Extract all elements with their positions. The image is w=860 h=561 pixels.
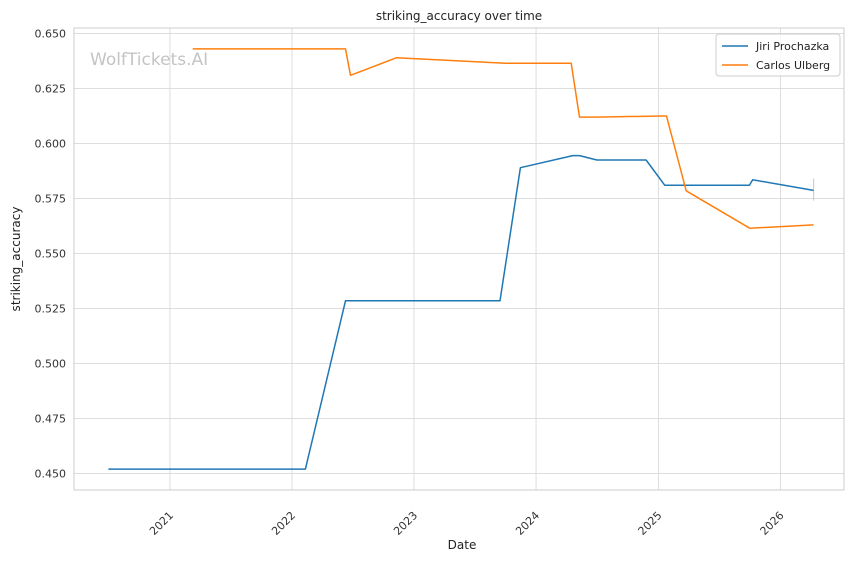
y-tick-label: 0.650: [35, 28, 67, 41]
x-axis-title: Date: [448, 538, 477, 552]
series-line-jiri-prochazka: [108, 154, 814, 470]
x-tick-label: 2021: [147, 509, 176, 538]
series-lines: [108, 48, 815, 470]
y-tick-label: 0.550: [35, 248, 67, 261]
x-tick-labels: 2021 2022 2023 2024 2025 2026: [147, 509, 787, 538]
x-tick-label: 2024: [513, 509, 542, 538]
x-tick-label: 2023: [391, 509, 420, 538]
legend: Jiri Prochazka Carlos Ulberg: [715, 33, 841, 77]
series-line-carlos-ulberg: [192, 48, 814, 229]
y-tick-label: 0.625: [35, 83, 67, 96]
legend-label-carlos-ulberg: Carlos Ulberg: [756, 59, 830, 72]
x-tick-label: 2022: [269, 509, 298, 538]
plot-frame: [73, 27, 845, 491]
grid-lines: [74, 28, 844, 490]
y-axis-title: striking_accuracy: [9, 207, 23, 312]
chart-title: striking_accuracy over time: [376, 9, 542, 23]
watermark: WolfTickets.AI: [90, 50, 208, 70]
y-tick-label: 0.600: [35, 138, 67, 151]
x-tick-label: 2026: [758, 509, 787, 538]
y-tick-label: 0.475: [35, 413, 67, 426]
y-tick-label: 0.450: [35, 468, 67, 481]
y-tick-labels: 0.450 0.475 0.500 0.525 0.550 0.575 0.600 0.625…: [35, 28, 67, 481]
y-tick-label: 0.525: [35, 303, 67, 316]
y-tick-label: 0.500: [35, 358, 67, 371]
x-tick-label: 2025: [636, 509, 665, 538]
y-tick-label: 0.575: [35, 193, 67, 206]
legend-label-jiri-prochazka: Jiri Prochazka: [755, 40, 829, 53]
